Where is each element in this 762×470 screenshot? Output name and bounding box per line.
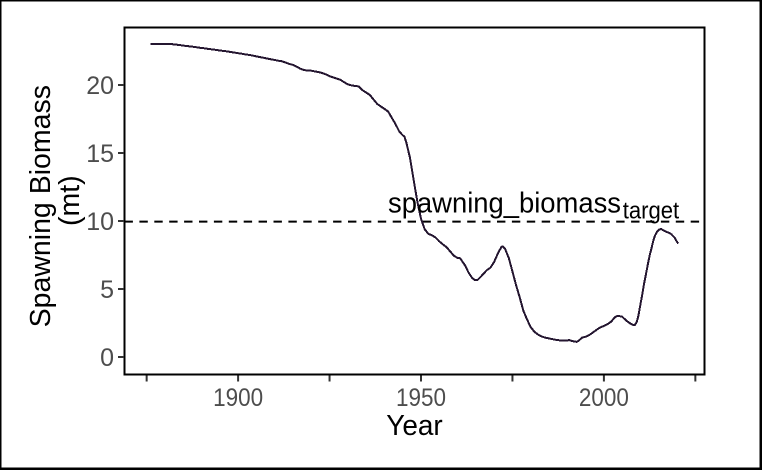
svg-text:1950: 1950 bbox=[396, 384, 446, 412]
svg-text:target: target bbox=[623, 198, 680, 225]
svg-text:20: 20 bbox=[86, 72, 114, 100]
svg-text:Spawning Biomass: Spawning Biomass bbox=[25, 85, 57, 327]
svg-text:10: 10 bbox=[86, 208, 114, 236]
svg-text:(mt): (mt) bbox=[54, 175, 86, 226]
svg-text:2000: 2000 bbox=[579, 384, 629, 412]
svg-text:0: 0 bbox=[100, 344, 114, 372]
svg-text:1900: 1900 bbox=[213, 384, 263, 412]
svg-text:15: 15 bbox=[86, 140, 114, 168]
svg-text:spawning_biomass: spawning_biomass bbox=[388, 187, 621, 219]
svg-text:5: 5 bbox=[100, 276, 114, 304]
svg-text:Year: Year bbox=[386, 410, 443, 442]
